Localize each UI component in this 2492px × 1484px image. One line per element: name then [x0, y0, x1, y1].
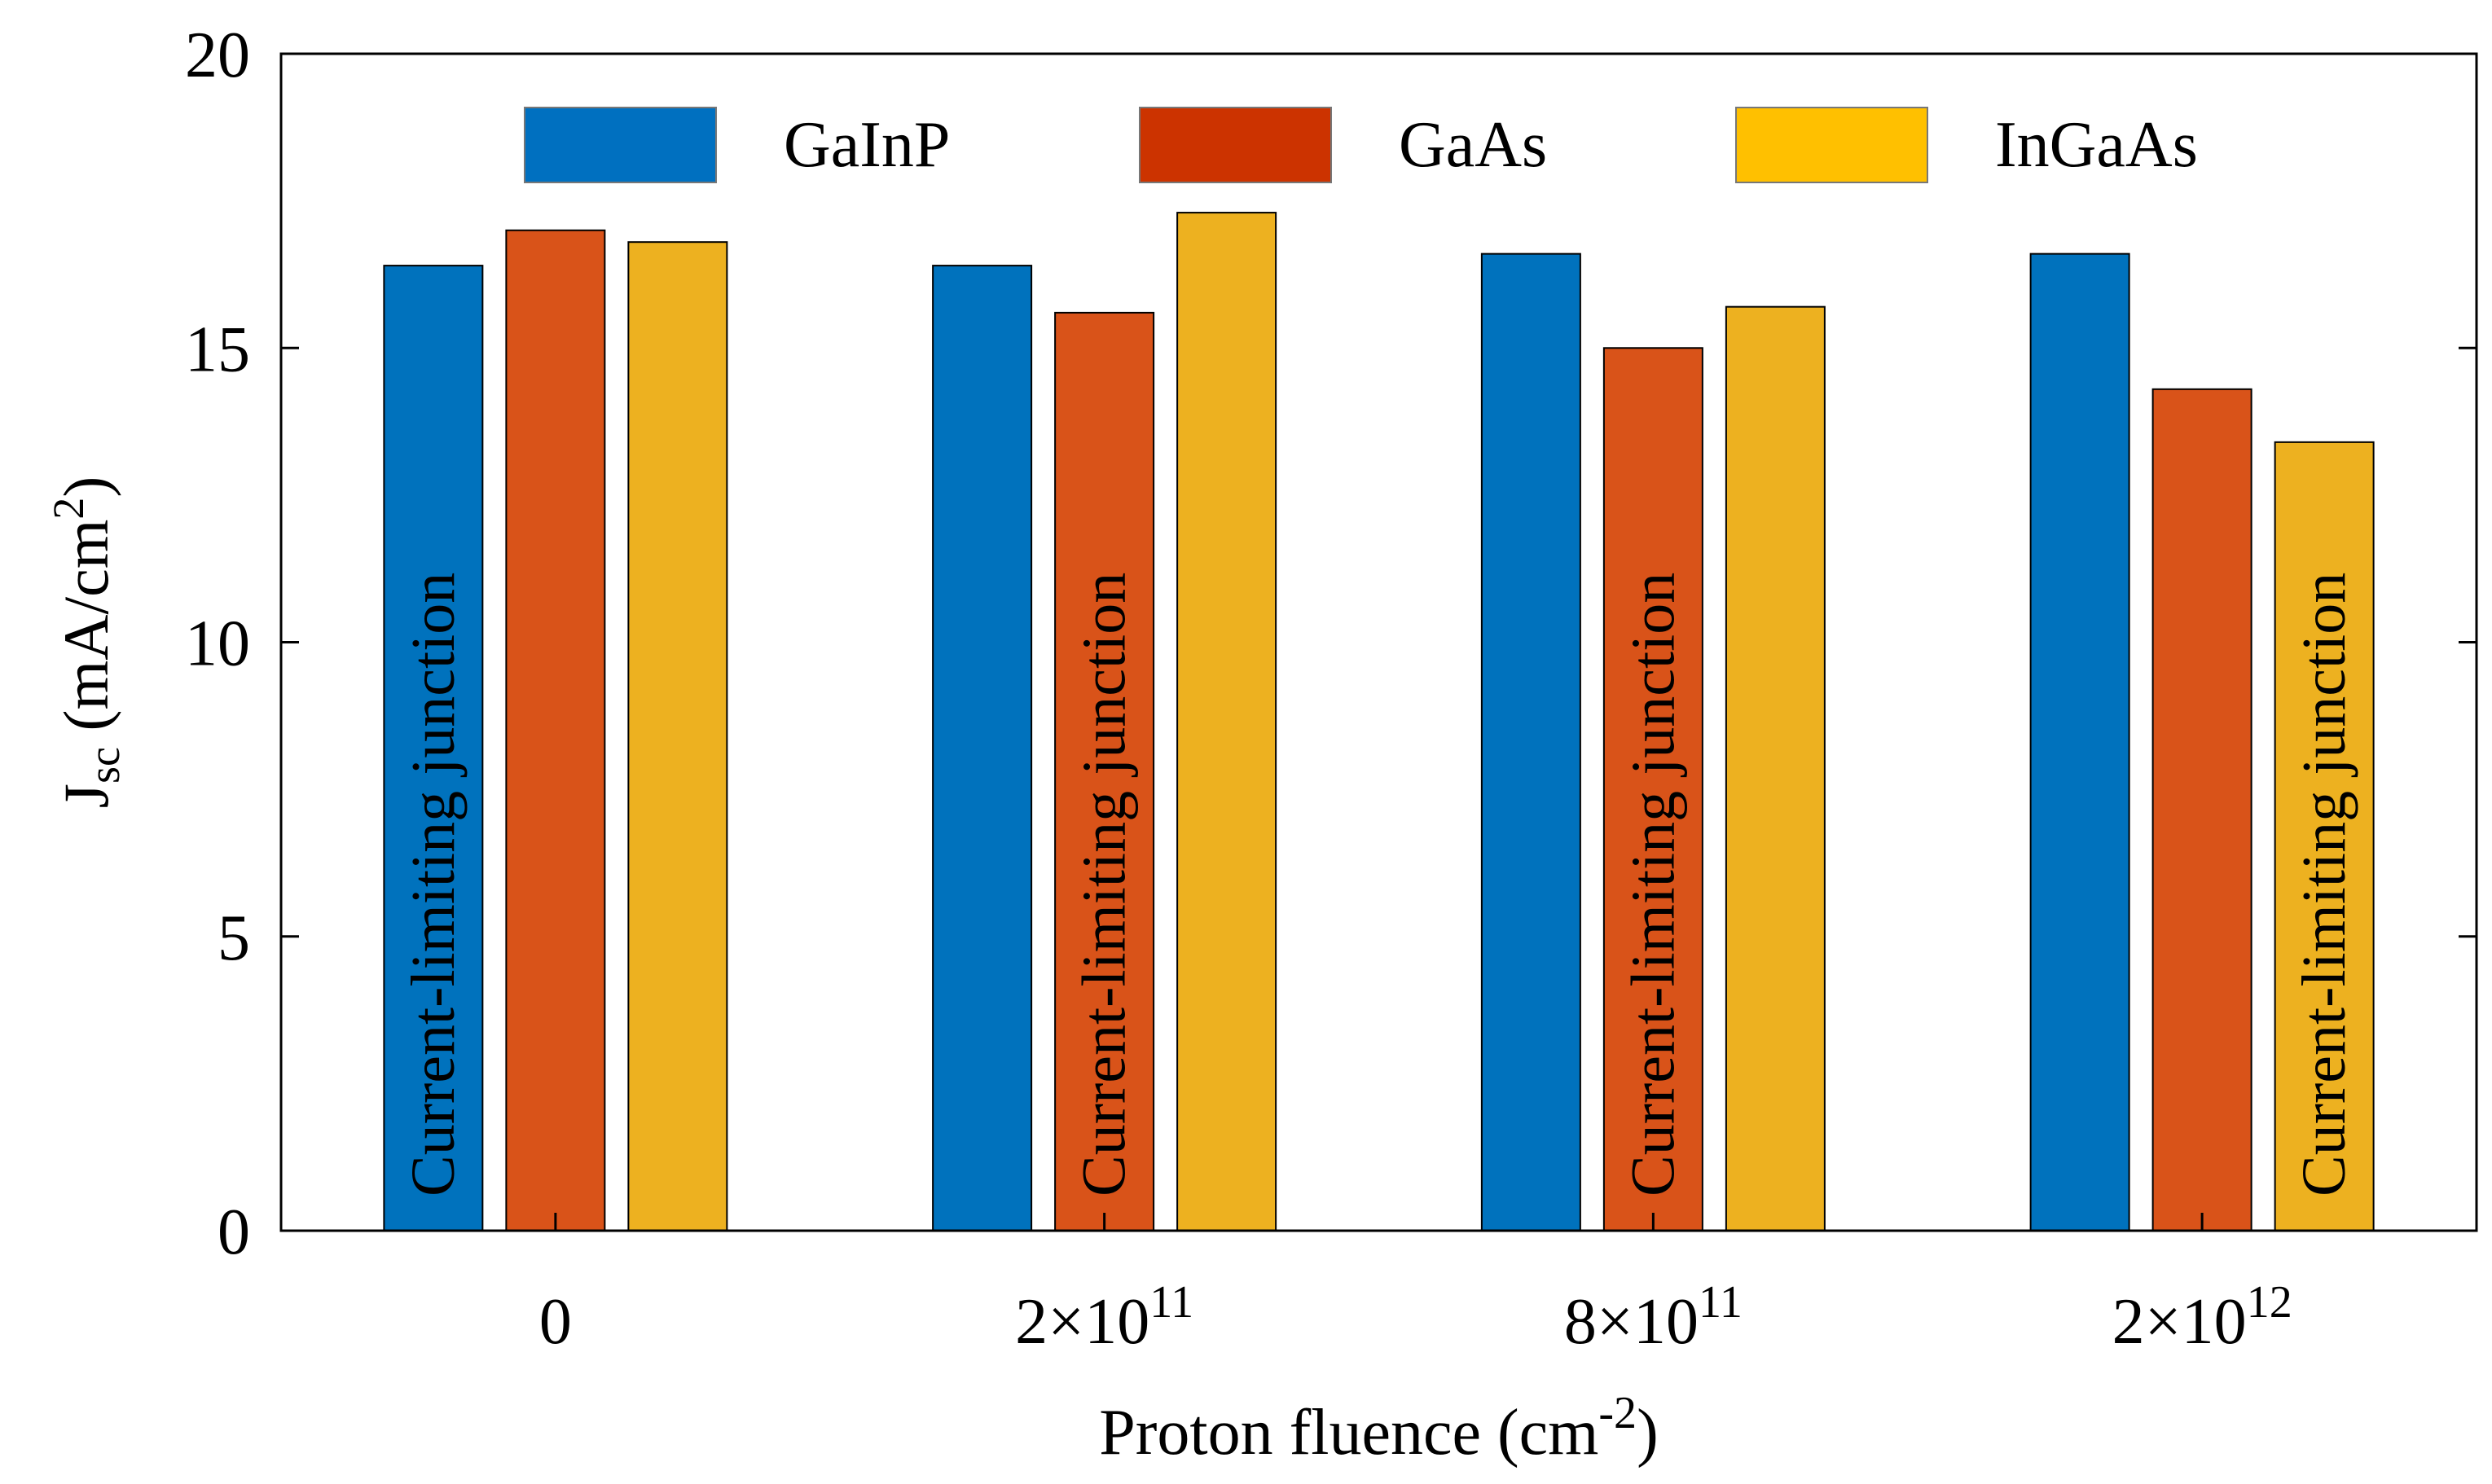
bar-gainp-2: [1480, 252, 1581, 1232]
legend-label-ingaas: InGaAs: [1995, 109, 2198, 181]
x-tick-label: 0: [539, 1286, 572, 1358]
bar-ingaas-0: [627, 241, 728, 1232]
x-tick-label: 8×1011: [1564, 1277, 1743, 1358]
bar-ingaas-3: [2274, 441, 2375, 1232]
annotations: Current-limiting junction Current-limitin…: [399, 573, 2358, 1196]
x-tick-label-base: 2×10: [1015, 1286, 1149, 1358]
y-axis-ticks: 0 5 10 15 20: [185, 20, 2477, 1268]
legend-label-gaas: GaAs: [1399, 109, 1547, 181]
x-axis-label: Proton fluence (cm-2): [1099, 1388, 1658, 1469]
annotation-current-limiting: Current-limiting junction: [1070, 573, 1139, 1196]
legend: GaInP GaAs InGaAs: [524, 107, 2198, 183]
bar-gainp-0: [383, 265, 484, 1232]
x-tick-label-exp: 11: [1699, 1277, 1743, 1328]
y-tick-label: 10: [185, 608, 250, 680]
y-tick-label: 15: [185, 314, 250, 385]
y-tick-label: 0: [218, 1196, 250, 1268]
x-tick-label-exp: 11: [1149, 1277, 1193, 1328]
y-axis-label-main: J: [51, 784, 121, 808]
y-axis-label-close: ): [51, 476, 121, 498]
bar-gainp-1: [932, 265, 1033, 1232]
bar-gaas-0: [505, 229, 606, 1232]
x-axis-label-main: Proton fluence (cm: [1099, 1397, 1598, 1469]
x-axis-label-close: ): [1637, 1397, 1659, 1469]
bar-ingaas-1: [1176, 212, 1277, 1232]
y-axis-label-sup: 2: [44, 498, 93, 520]
legend-swatch-ingaas: [1735, 107, 1928, 183]
x-tick-label-base: 2×10: [2112, 1286, 2247, 1358]
annotation-current-limiting: Current-limiting junction: [2290, 573, 2358, 1196]
annotation-current-limiting: Current-limiting junction: [399, 573, 468, 1196]
x-axis-ticks: 0 2×1011 8×1011 2×1012: [539, 1213, 2292, 1358]
y-axis-label-sub: sc: [80, 747, 129, 784]
y-axis-label: Jsc (mA/cm2): [44, 476, 129, 809]
bar-ingaas-2: [1725, 305, 1826, 1232]
y-axis-label-unit: (mA/cm: [51, 520, 121, 747]
x-tick-label-exp: 12: [2247, 1277, 2292, 1328]
x-tick-label: 2×1012: [2112, 1277, 2292, 1358]
bar-gaas-3: [2151, 388, 2252, 1232]
legend-swatch-gainp: [524, 107, 717, 183]
x-tick-label-base: 0: [539, 1286, 572, 1358]
legend-label-gainp: GaInP: [784, 109, 950, 181]
legend-swatch-gaas: [1139, 107, 1332, 183]
bar-gainp-3: [2029, 252, 2130, 1232]
bars: [383, 212, 2375, 1232]
annotation-current-limiting: Current-limiting junction: [1619, 573, 1687, 1196]
y-tick-label: 5: [218, 902, 250, 974]
x-tick-label-base: 8×10: [1564, 1286, 1699, 1358]
x-axis-label-sup: -2: [1598, 1388, 1637, 1438]
y-tick-label: 20: [185, 20, 250, 91]
plot-frame: [279, 52, 2478, 1232]
bar-gaas-1: [1054, 311, 1155, 1232]
x-tick-label: 2×1011: [1015, 1277, 1193, 1358]
